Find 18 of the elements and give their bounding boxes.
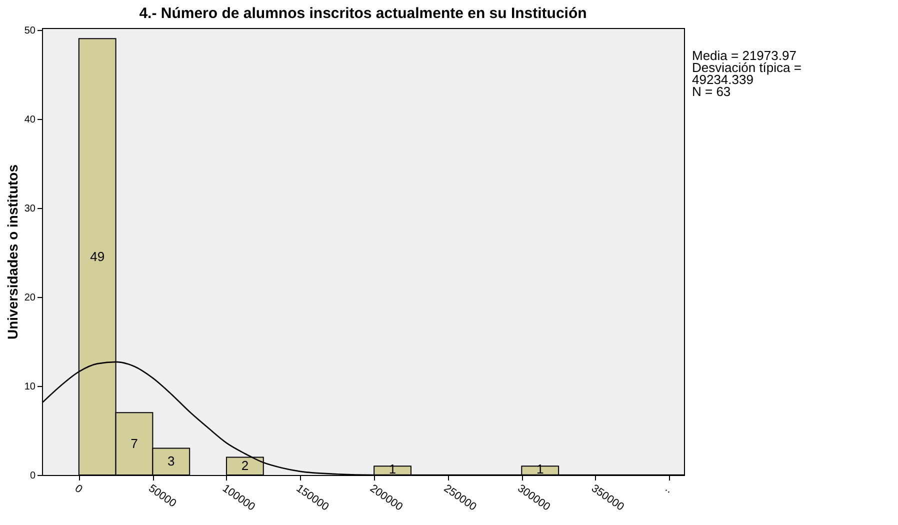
y-tick-label: 10: [24, 381, 36, 392]
text: Desviación típica =: [692, 60, 802, 75]
x-tick-label: ..: [662, 482, 675, 496]
data-label: 2: [241, 458, 249, 474]
y-tick-label: 50: [24, 25, 36, 36]
y-tick-label: 0: [30, 470, 36, 482]
x-tick-label: 0: [72, 482, 84, 496]
y-tick-label: 30: [24, 203, 36, 214]
data-label: 49: [90, 248, 105, 264]
data-label: 3: [168, 454, 175, 469]
chart-title: 4.- Número de alumnos inscritos actualmente en su Institución: [139, 4, 587, 22]
text: N = 63: [692, 84, 731, 99]
y-axis-title: Universidades o institutos: [4, 164, 20, 340]
text: 49234.339: [692, 72, 754, 87]
y-tick-label: 40: [24, 114, 36, 126]
y-tick-label: 20: [24, 292, 36, 304]
text: Media = 21973.97: [692, 48, 796, 63]
data-label: 7: [130, 436, 138, 451]
